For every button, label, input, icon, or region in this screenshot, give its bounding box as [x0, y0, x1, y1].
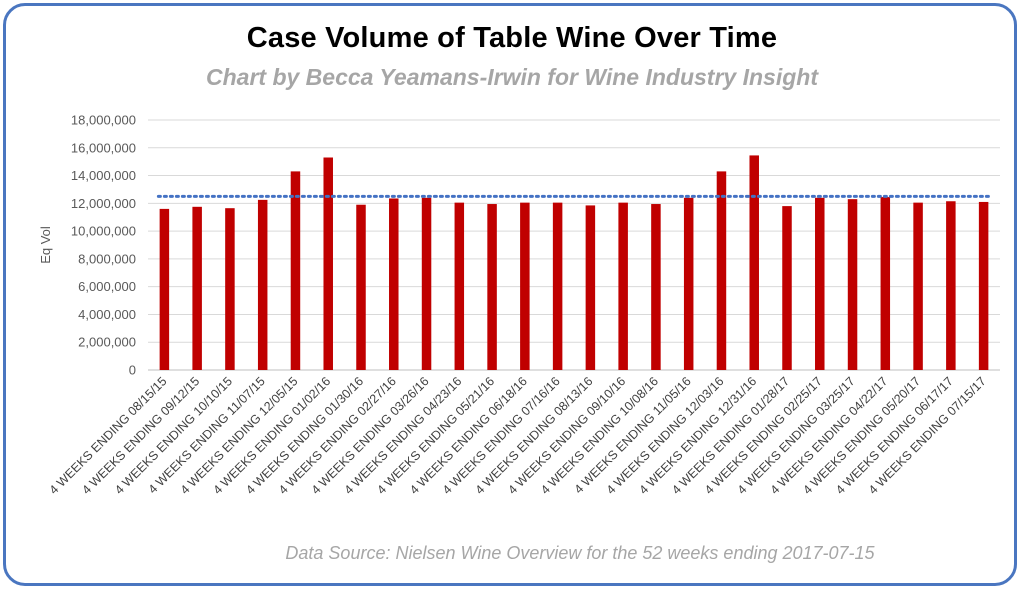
y-tick-label: 14,000,000 [71, 168, 136, 183]
y-tick-label: 10,000,000 [71, 224, 136, 239]
bar [225, 208, 235, 370]
chart-subtitle: Chart by Becca Yeamans-Irwin for Wine In… [206, 64, 818, 90]
bar [815, 197, 825, 370]
bar [454, 202, 465, 370]
y-tick-label: 18,000,000 [71, 113, 136, 128]
y-tick-label: 2,000,000 [78, 335, 136, 350]
bar [880, 197, 891, 370]
bar [421, 197, 432, 370]
y-tick-label: 4,000,000 [78, 307, 136, 322]
x-tick-label: 4 WEEKS ENDING 08/15/15 [47, 374, 170, 497]
chart-title: Case Volume of Table Wine Over Time [246, 22, 778, 54]
bar [487, 204, 497, 370]
bar [159, 208, 170, 370]
data-source-note: Data Source: Nielsen Wine Overview for t… [285, 543, 875, 563]
bar [389, 198, 399, 370]
y-tick-label: 16,000,000 [71, 140, 136, 155]
bar [356, 204, 366, 370]
bar [323, 157, 333, 370]
bar [585, 205, 596, 370]
bar [651, 204, 661, 370]
bar [552, 202, 563, 370]
bar [913, 202, 923, 370]
bar [847, 199, 858, 370]
bar [520, 202, 530, 370]
y-tick-label: 0 [129, 363, 136, 378]
bar [192, 206, 202, 370]
bar [683, 197, 694, 370]
y-tick-label: 12,000,000 [71, 196, 136, 211]
bar [749, 155, 759, 370]
bar [782, 206, 792, 370]
bar [716, 171, 727, 370]
bar [290, 171, 301, 370]
y-tick-label: 6,000,000 [78, 279, 136, 294]
y-tick-label: 8,000,000 [78, 251, 136, 266]
y-axis-label: Eq Vol [38, 226, 53, 264]
bar [946, 201, 956, 370]
bar [978, 201, 989, 370]
bar [618, 202, 628, 370]
bar [257, 199, 268, 370]
